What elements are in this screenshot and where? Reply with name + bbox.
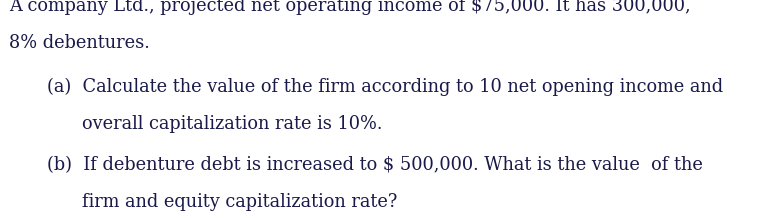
Text: (a)  Calculate the value of the firm according to 10 net opening income and: (a) Calculate the value of the firm acco…: [47, 78, 723, 96]
Text: A company Ltd., projected net operating income of $75,000. It has 300,000,: A company Ltd., projected net operating …: [9, 0, 691, 15]
Text: (b)  If debenture debt is increased to $ 500,000. What is the value  of the: (b) If debenture debt is increased to $ …: [47, 156, 703, 174]
Text: 8% debentures.: 8% debentures.: [9, 34, 150, 52]
Text: overall capitalization rate is 10%.: overall capitalization rate is 10%.: [82, 115, 383, 133]
Text: firm and equity capitalization rate?: firm and equity capitalization rate?: [82, 193, 398, 211]
